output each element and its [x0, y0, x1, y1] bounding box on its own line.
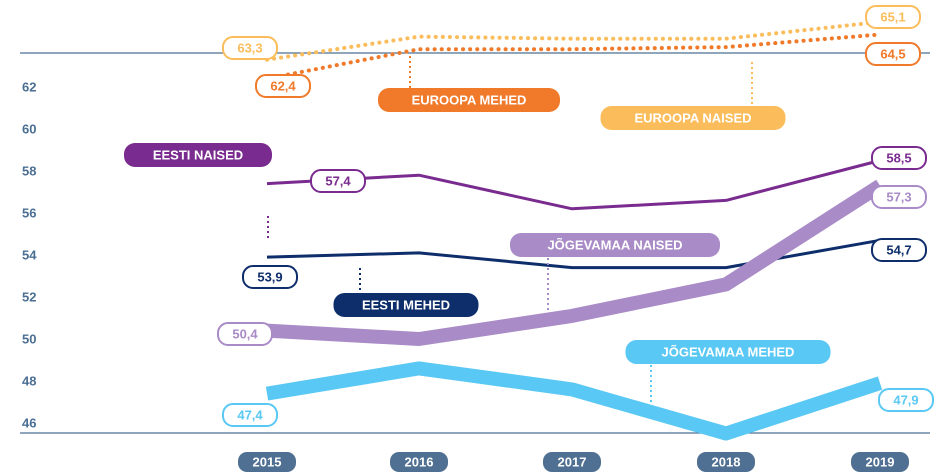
- x-tick-label: 2017: [558, 455, 587, 470]
- value-label: 57,4: [325, 174, 351, 189]
- value-label-pill: [242, 265, 298, 289]
- series-name: JÕGEVAMAA MEHED: [662, 345, 795, 360]
- y-tick-label: 60: [22, 122, 36, 137]
- y-tick-label: 50: [22, 332, 36, 347]
- value-label: 58,5: [886, 151, 911, 166]
- y-tick-label: 58: [22, 164, 36, 179]
- series-name: EESTI MEHED: [362, 298, 450, 313]
- x-tick-label: 2018: [712, 455, 741, 470]
- value-label: 63,3: [237, 41, 262, 56]
- value-label-pill: [222, 36, 278, 60]
- x-tick-label: 2019: [866, 455, 895, 470]
- y-tick-label: 54: [22, 248, 37, 263]
- value-label: 65,1: [880, 10, 905, 25]
- series-name-box: [378, 88, 560, 112]
- value-label-pill: [871, 238, 927, 262]
- value-label: 62,4: [270, 79, 296, 94]
- value-label: 53,9: [257, 270, 282, 285]
- x-tick-pill: [697, 452, 755, 472]
- series-name-box: [510, 233, 720, 257]
- y-tick-label: 48: [22, 374, 36, 389]
- value-label: 54,7: [886, 243, 911, 258]
- y-tick-label: 46: [22, 416, 36, 431]
- series-name: EESTI NAISED: [153, 148, 243, 163]
- series-name: EUROOPA NAISED: [634, 111, 751, 126]
- series-name-box: [600, 106, 786, 130]
- x-tick-pill: [390, 452, 448, 472]
- value-label-pill: [865, 42, 921, 66]
- x-tick-label: 2016: [405, 455, 434, 470]
- value-label-pill: [878, 388, 934, 412]
- series-line: [265, 19, 882, 62]
- value-label-pill: [865, 5, 921, 29]
- series-line: [266, 179, 884, 346]
- series-name: JÕGEVAMAA NAISED: [547, 238, 682, 253]
- value-label: 50,4: [232, 327, 258, 342]
- series-name-box: [333, 293, 479, 317]
- value-label: 57,3: [886, 190, 911, 205]
- value-label-pill: [310, 169, 366, 193]
- y-tick-label: 56: [22, 206, 36, 221]
- y-tick-label: 62: [22, 80, 36, 95]
- value-label-pill: [255, 74, 311, 98]
- value-label-pill: [871, 185, 927, 209]
- series-name-box: [124, 143, 272, 167]
- series-line: [265, 361, 883, 441]
- value-label-pill: [871, 146, 927, 170]
- value-label-pill: [217, 322, 273, 346]
- series-line: [266, 159, 881, 211]
- y-tick-label: 52: [22, 290, 36, 305]
- x-tick-pill: [851, 452, 909, 472]
- series-line: [265, 32, 882, 81]
- series-name: EUROOPA MEHED: [412, 93, 527, 108]
- x-tick-pill: [543, 452, 601, 472]
- value-label: 47,4: [237, 408, 263, 423]
- value-label-pill: [222, 403, 278, 427]
- x-tick-pill: [238, 452, 296, 472]
- value-label: 64,5: [880, 47, 905, 62]
- value-label: 47,9: [893, 393, 918, 408]
- series-name-box: [625, 340, 831, 364]
- x-tick-label: 2015: [253, 455, 282, 470]
